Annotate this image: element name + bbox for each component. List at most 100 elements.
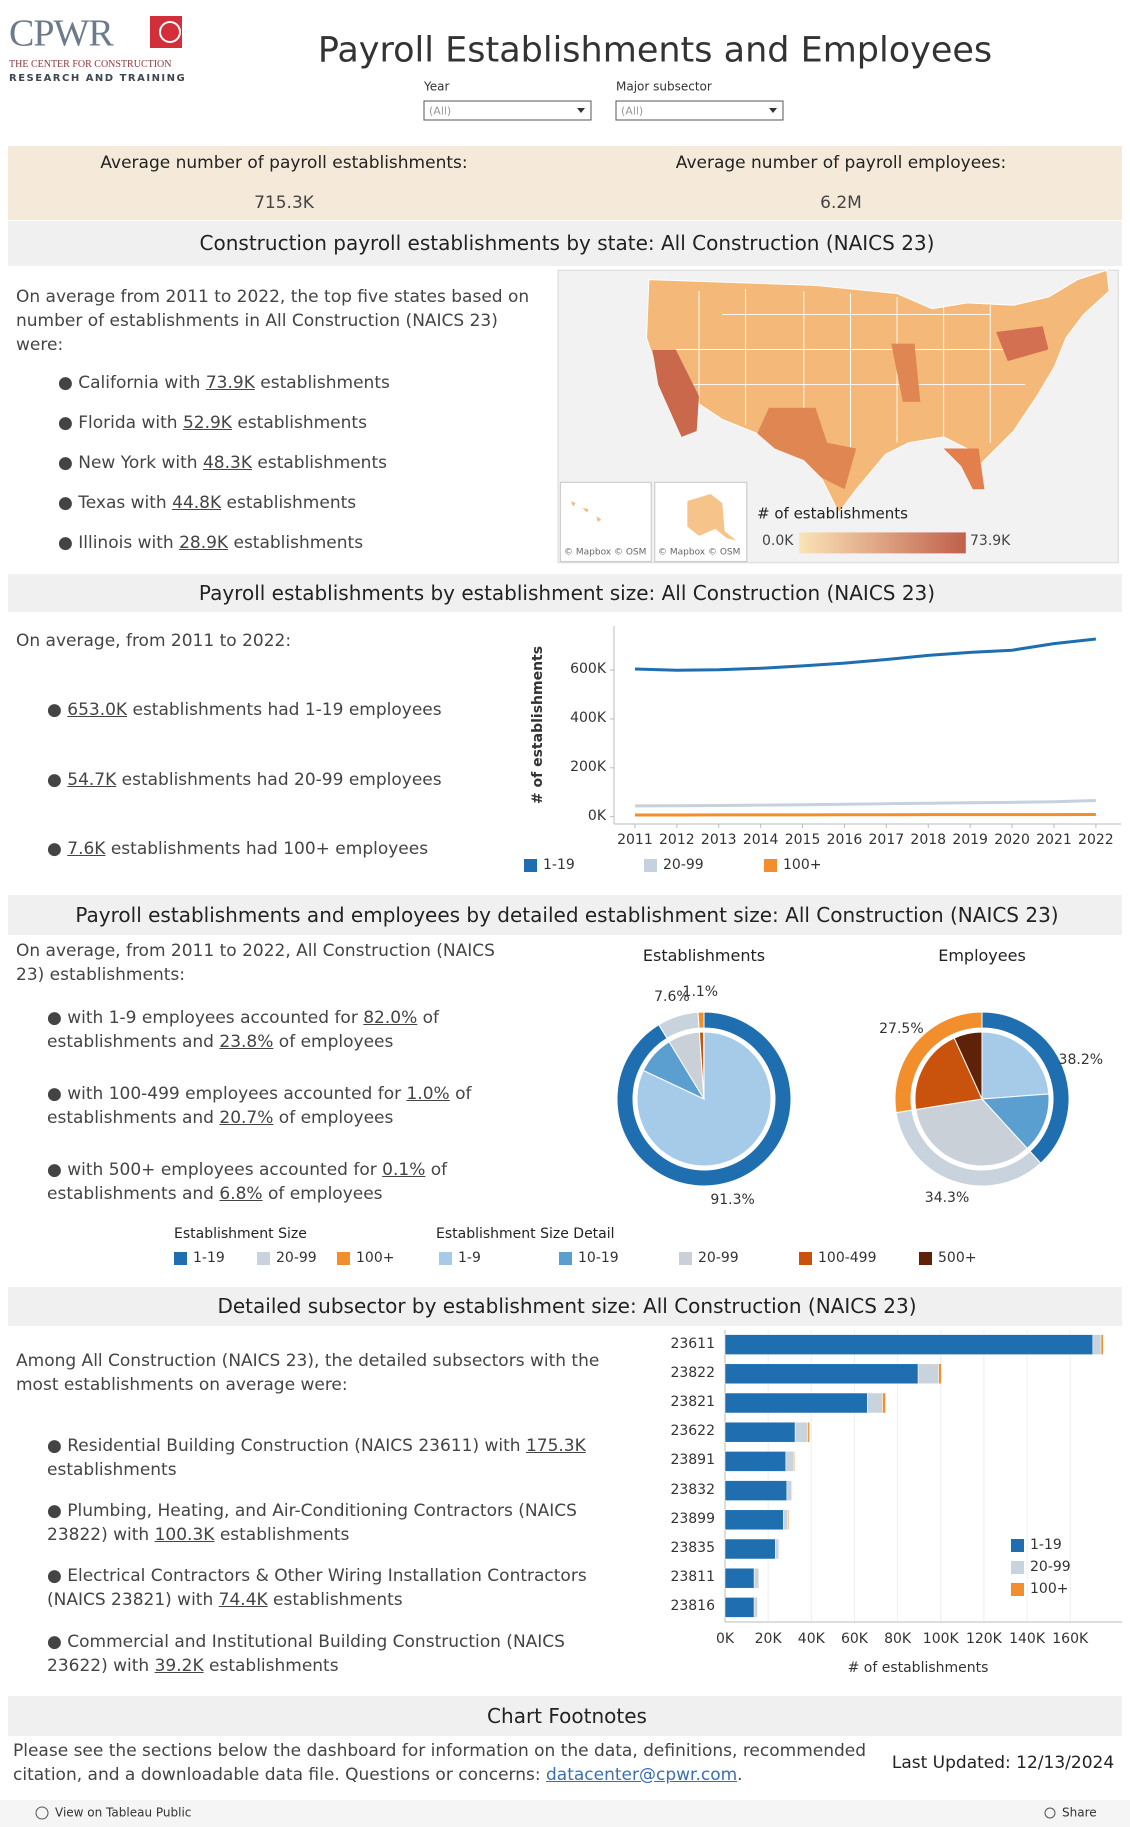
text-run: New York with (78, 453, 203, 473)
link[interactable]: 175.3K (525, 1436, 586, 1456)
text-run: Electrical Contractors & Other Wiring In… (47, 1566, 587, 1610)
y-tick-label: 23891 (670, 1452, 715, 1469)
legend-label: 10-19 (578, 1250, 619, 1267)
text-run: Texas with (78, 493, 173, 513)
map-state (943, 448, 985, 490)
section-header (8, 1696, 1122, 1736)
y-tick-label: 0K (587, 807, 606, 824)
text-run: of employees (273, 1107, 394, 1128)
map-state (687, 493, 737, 541)
kpi-label: Average number of payroll establishments… (100, 153, 468, 174)
bullet: with 1-9 employees accounted for 82.0% o… (47, 1007, 557, 1055)
link[interactable]: 28.9K (179, 533, 229, 553)
x-tick-label: 20K (754, 1631, 782, 1648)
x-tick-label: 80K (884, 1631, 912, 1648)
bullet: Illinois with 28.9K establishments (58, 532, 518, 556)
legend-label: 20-99 (1030, 1559, 1071, 1576)
logo-subtitle: THE CENTER FOR CONSTRUCTION (9, 59, 172, 70)
text-run: establishments (267, 1589, 403, 1610)
bullet: 54.7K establishments had 20-99 employees (47, 769, 507, 793)
line (634, 799, 1096, 808)
data-label: 1.1% (682, 984, 719, 1001)
link[interactable]: 653.0K (67, 700, 128, 720)
bar (783, 1509, 788, 1531)
x-tick-label: 2015 (784, 832, 821, 849)
text-run: establishments had 20-99 employees (116, 770, 442, 790)
link[interactable]: 74.4K (218, 1589, 268, 1610)
link[interactable]: 0.1% (382, 1160, 426, 1180)
bar (724, 1363, 919, 1385)
map-legend-title: # of establishments (757, 504, 908, 523)
y-tick-label: 23816 (670, 1598, 715, 1615)
link[interactable]: 7.6K (67, 839, 106, 859)
link[interactable]: 52.9K (182, 413, 232, 433)
pie-slice (915, 1098, 1028, 1167)
section-header (8, 1287, 1122, 1326)
link[interactable]: datacenter@cpwr.com (546, 1764, 738, 1785)
filter-dropdown[interactable] (615, 100, 784, 121)
legend-swatch (644, 859, 657, 872)
bullet: with 500+ employees accounted for 0.1% o… (47, 1159, 557, 1207)
pie-slice (894, 1011, 983, 1114)
link[interactable]: 73.9K (205, 373, 255, 393)
link[interactable]: 100.3K (154, 1524, 215, 1545)
pie-slice (697, 1011, 705, 1029)
link[interactable]: 23.8% (219, 1031, 274, 1052)
map (557, 269, 1119, 564)
map-attribution: © Mapbox © OSM (658, 547, 741, 558)
logo-text: CPWR (9, 12, 114, 55)
text-run: . (737, 1764, 743, 1785)
link[interactable]: 48.3K (202, 453, 252, 473)
bar (724, 1480, 788, 1501)
y-tick-label: 23811 (670, 1569, 715, 1586)
bullet: with 100-499 employees accounted for 1.0… (47, 1083, 557, 1131)
legend-swatch (764, 859, 777, 872)
x-tick-label: 2011 (617, 832, 653, 849)
pie-slice (980, 1093, 1050, 1150)
legend-title: Establishment Size (174, 1226, 307, 1243)
logo-subtitle: RESEARCH AND TRAINING (9, 73, 187, 84)
filter-dropdown[interactable] (423, 100, 592, 121)
bullet: 7.6K establishments had 100+ employees (47, 838, 507, 862)
toolbar-link[interactable]: View on Tableau Public (55, 1805, 192, 1820)
link[interactable]: 54.7K (67, 770, 117, 790)
link[interactable]: 6.8% (219, 1183, 263, 1204)
dropdown-arrow (577, 108, 585, 113)
link[interactable]: 82.0% (363, 1008, 418, 1028)
link[interactable]: 1.0% (406, 1084, 450, 1104)
legend-swatch (174, 1252, 187, 1265)
x-tick-label: 2013 (700, 832, 737, 849)
x-tick-label: 2019 (952, 832, 988, 849)
link[interactable]: 20.7% (219, 1107, 274, 1128)
x-tick-label: 100K (922, 1631, 959, 1648)
section-header (8, 221, 1122, 266)
toolbar-icon (1044, 1807, 1056, 1819)
map-state (996, 326, 1049, 362)
map-legend-label: 73.9K (970, 533, 1011, 550)
bar (787, 1509, 789, 1531)
toolbar-button[interactable]: Share (1062, 1805, 1097, 1820)
kpi-value: 715.3K (254, 193, 314, 214)
text-run: establishments (254, 373, 390, 393)
text-run: with 500+ employees accounted for (67, 1160, 383, 1180)
legend-title: Establishment Size Detail (436, 1226, 615, 1243)
bar (1092, 1334, 1102, 1355)
x-tick-label: 2022 (1078, 832, 1114, 849)
toolbar (0, 1800, 1130, 1827)
footnote-text: Please see the sections below the dashbo… (13, 1740, 893, 1788)
link[interactable]: 44.8K (172, 493, 222, 513)
bar (778, 1538, 780, 1560)
toolbar-icon (35, 1806, 49, 1820)
text-run: of establishments and (47, 1084, 472, 1128)
pie-slice (953, 1031, 983, 1100)
kpi-band (8, 146, 1122, 220)
section-title: Construction payroll establishments by s… (199, 231, 935, 255)
y-tick-label: 23622 (670, 1423, 715, 1440)
legend-swatch (679, 1252, 692, 1265)
link[interactable]: 39.2K (154, 1655, 204, 1676)
y-tick-label: 600K (570, 661, 606, 678)
kpi-value: 6.2M (820, 193, 862, 214)
bar (724, 1597, 755, 1618)
y-tick-label: 400K (570, 710, 606, 727)
legend-label: 500+ (938, 1250, 977, 1267)
